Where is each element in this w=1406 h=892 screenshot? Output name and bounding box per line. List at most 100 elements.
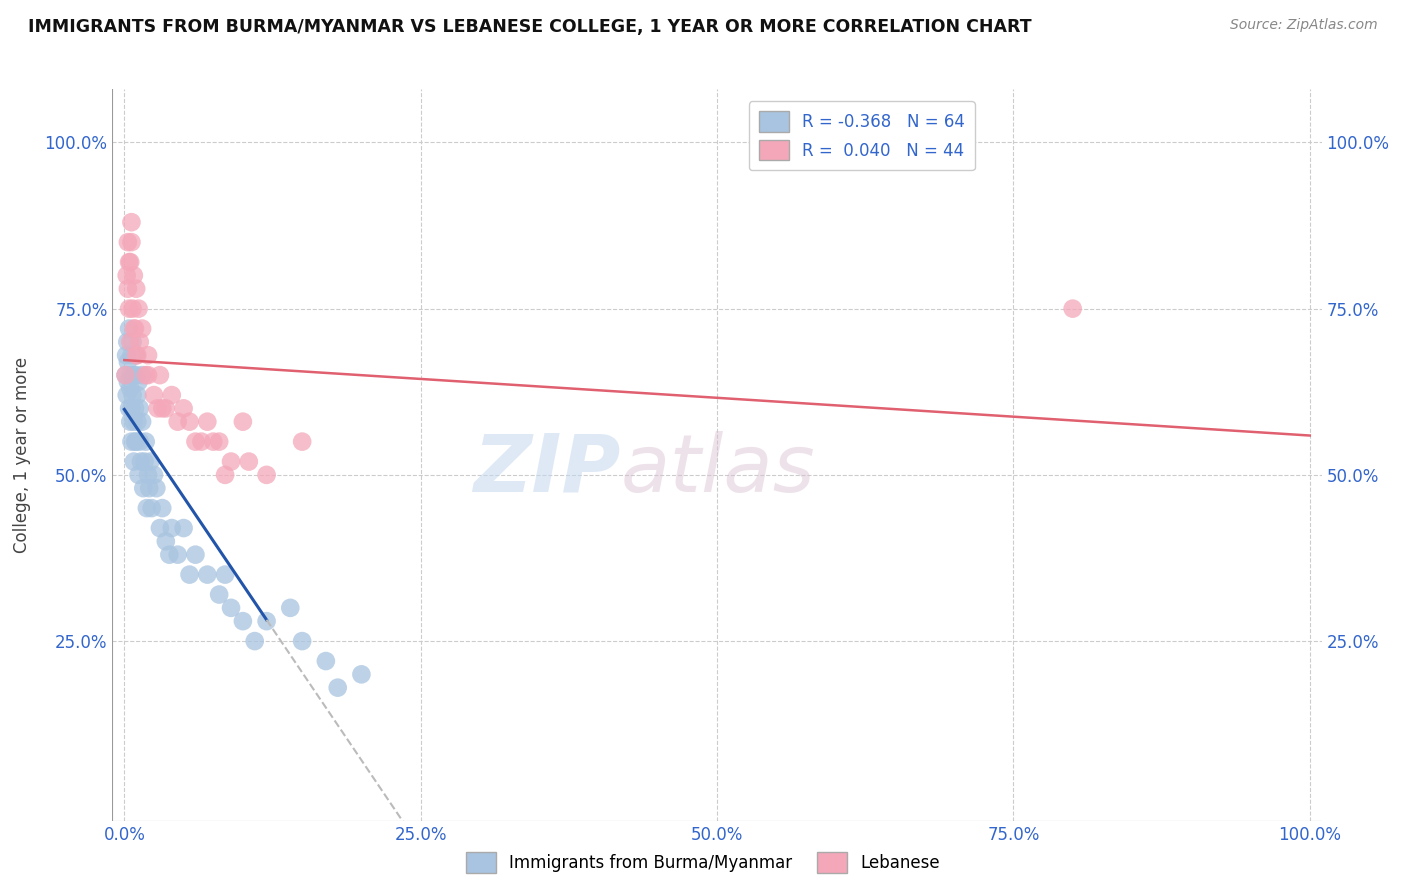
Point: [114, 368, 136, 383]
Point: [132, 481, 155, 495]
Point: [128, 375, 150, 389]
Point: [117, 334, 139, 349]
Point: [157, 548, 180, 562]
Point: [127, 348, 149, 362]
Point: [122, 454, 145, 468]
Point: [135, 368, 157, 383]
Point: [219, 600, 242, 615]
Point: [124, 321, 146, 335]
Point: [125, 348, 148, 362]
Point: [315, 654, 337, 668]
Point: [117, 282, 139, 296]
Point: [125, 282, 148, 296]
Point: [124, 401, 146, 416]
Point: [160, 388, 183, 402]
Point: [120, 434, 142, 449]
Point: [122, 368, 145, 383]
Point: [115, 268, 138, 283]
Point: [114, 368, 136, 383]
Point: [121, 388, 143, 402]
Point: [122, 268, 145, 283]
Point: [143, 388, 166, 402]
Text: atlas: atlas: [620, 431, 815, 508]
Point: [155, 534, 177, 549]
Point: [143, 467, 166, 482]
Point: [155, 401, 177, 416]
Point: [139, 454, 162, 468]
Point: [131, 415, 153, 429]
Point: [120, 255, 142, 269]
Point: [219, 454, 242, 468]
Point: [214, 467, 236, 482]
Point: [138, 481, 160, 495]
Text: IMMIGRANTS FROM BURMA/MYANMAR VS LEBANESE COLLEGE, 1 YEAR OR MORE CORRELATION CH: IMMIGRANTS FROM BURMA/MYANMAR VS LEBANES…: [28, 18, 1032, 36]
Point: [166, 548, 188, 562]
Point: [136, 368, 159, 383]
Point: [149, 368, 172, 383]
Point: [256, 467, 278, 482]
Point: [128, 334, 150, 349]
Point: [184, 548, 207, 562]
Point: [120, 348, 142, 362]
Point: [141, 501, 163, 516]
Point: [129, 454, 152, 468]
Point: [120, 235, 142, 249]
Point: [117, 235, 139, 249]
Point: [350, 667, 373, 681]
Point: [120, 415, 142, 429]
Point: [256, 614, 278, 628]
Point: [190, 434, 212, 449]
Point: [149, 521, 172, 535]
Point: [127, 388, 149, 402]
Point: [128, 434, 150, 449]
Point: [117, 375, 139, 389]
Point: [117, 355, 139, 369]
Point: [120, 334, 142, 349]
Point: [118, 255, 141, 269]
Point: [238, 454, 260, 468]
Point: [131, 368, 153, 383]
Point: [122, 415, 145, 429]
Point: [145, 481, 167, 495]
Point: [179, 415, 201, 429]
Point: [135, 501, 157, 516]
Point: [118, 321, 141, 335]
Point: [195, 415, 218, 429]
Point: [120, 381, 142, 395]
Point: [1062, 301, 1084, 316]
Point: [146, 401, 169, 416]
Legend: R = -0.368   N = 64, R =  0.040   N = 44: R = -0.368 N = 64, R = 0.040 N = 44: [748, 101, 974, 170]
Point: [214, 567, 236, 582]
Point: [128, 467, 150, 482]
Point: [128, 401, 150, 416]
Point: [121, 334, 143, 349]
Point: [120, 401, 142, 416]
Y-axis label: College, 1 year or more: College, 1 year or more: [13, 357, 31, 553]
Point: [232, 415, 254, 429]
Point: [115, 348, 138, 362]
Point: [179, 567, 201, 582]
Point: [326, 681, 349, 695]
Point: [125, 368, 148, 383]
Point: [291, 634, 314, 648]
Point: [124, 434, 146, 449]
Point: [135, 434, 157, 449]
Point: [120, 368, 142, 383]
Point: [208, 588, 231, 602]
Point: [125, 434, 148, 449]
Legend: Immigrants from Burma/Myanmar, Lebanese: Immigrants from Burma/Myanmar, Lebanese: [460, 846, 946, 880]
Point: [150, 401, 173, 416]
Point: [128, 301, 150, 316]
Point: [131, 321, 153, 335]
Point: [243, 634, 266, 648]
Point: [134, 454, 156, 468]
Point: [173, 401, 195, 416]
Point: [208, 434, 231, 449]
Point: [115, 388, 138, 402]
Point: [127, 415, 149, 429]
Point: [160, 521, 183, 535]
Point: [173, 521, 195, 535]
Point: [278, 600, 301, 615]
Point: [120, 215, 142, 229]
Point: [195, 567, 218, 582]
